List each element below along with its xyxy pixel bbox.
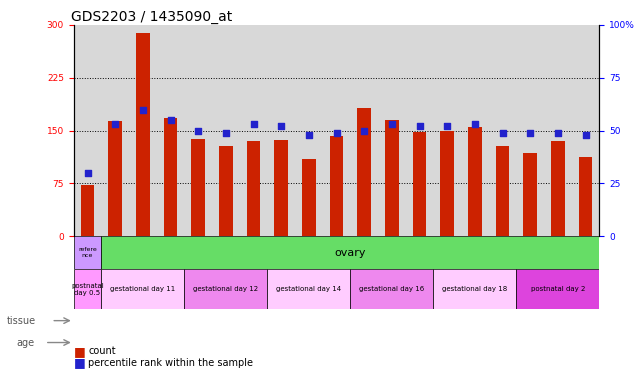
Bar <box>219 146 233 236</box>
Point <box>359 127 369 134</box>
Point <box>442 123 453 129</box>
Bar <box>579 157 592 236</box>
Point <box>276 123 287 129</box>
Bar <box>302 159 316 236</box>
Text: age: age <box>16 338 34 348</box>
Text: ■: ■ <box>74 356 85 369</box>
Text: postnatal
day 0.5: postnatal day 0.5 <box>71 283 104 296</box>
Point <box>387 121 397 127</box>
Text: postnatal day 2: postnatal day 2 <box>531 286 585 292</box>
Bar <box>357 108 371 236</box>
Bar <box>81 185 94 236</box>
Text: refere
nce: refere nce <box>78 247 97 258</box>
Text: gestational day 11: gestational day 11 <box>110 286 176 292</box>
Bar <box>495 146 510 236</box>
Bar <box>433 269 517 309</box>
Bar <box>108 121 122 236</box>
Text: count: count <box>88 346 116 356</box>
Text: gestational day 12: gestational day 12 <box>194 286 258 292</box>
Bar <box>385 120 399 236</box>
Bar <box>517 269 599 309</box>
Bar <box>551 141 565 236</box>
Point <box>580 132 590 138</box>
Point <box>414 123 424 129</box>
Point <box>304 132 314 138</box>
Point <box>221 130 231 136</box>
Bar <box>413 132 426 236</box>
Point <box>497 130 508 136</box>
Text: ■: ■ <box>74 345 85 358</box>
Bar <box>191 139 205 236</box>
Text: percentile rank within the sample: percentile rank within the sample <box>88 358 253 368</box>
Bar <box>351 269 433 309</box>
Bar <box>247 141 260 236</box>
Bar <box>523 153 537 236</box>
Bar <box>101 269 185 309</box>
Point <box>470 121 480 127</box>
Point <box>83 170 93 176</box>
Point <box>249 121 259 127</box>
Text: tissue: tissue <box>6 316 35 326</box>
Text: ovary: ovary <box>335 248 366 258</box>
Text: gestational day 16: gestational day 16 <box>359 286 424 292</box>
Bar <box>185 269 267 309</box>
Point <box>331 130 342 136</box>
Bar <box>74 236 101 269</box>
Bar <box>136 33 150 236</box>
Bar <box>329 136 344 236</box>
Point <box>110 121 121 127</box>
Point <box>525 130 535 136</box>
Bar <box>440 131 454 236</box>
Bar <box>468 127 482 236</box>
Point <box>138 106 148 113</box>
Bar <box>267 269 351 309</box>
Text: GDS2203 / 1435090_at: GDS2203 / 1435090_at <box>71 10 232 24</box>
Point <box>553 130 563 136</box>
Point <box>193 127 203 134</box>
Text: gestational day 14: gestational day 14 <box>276 286 342 292</box>
Bar <box>163 118 178 236</box>
Text: gestational day 18: gestational day 18 <box>442 286 508 292</box>
Point <box>165 117 176 123</box>
Bar <box>74 269 101 309</box>
Bar <box>274 140 288 236</box>
